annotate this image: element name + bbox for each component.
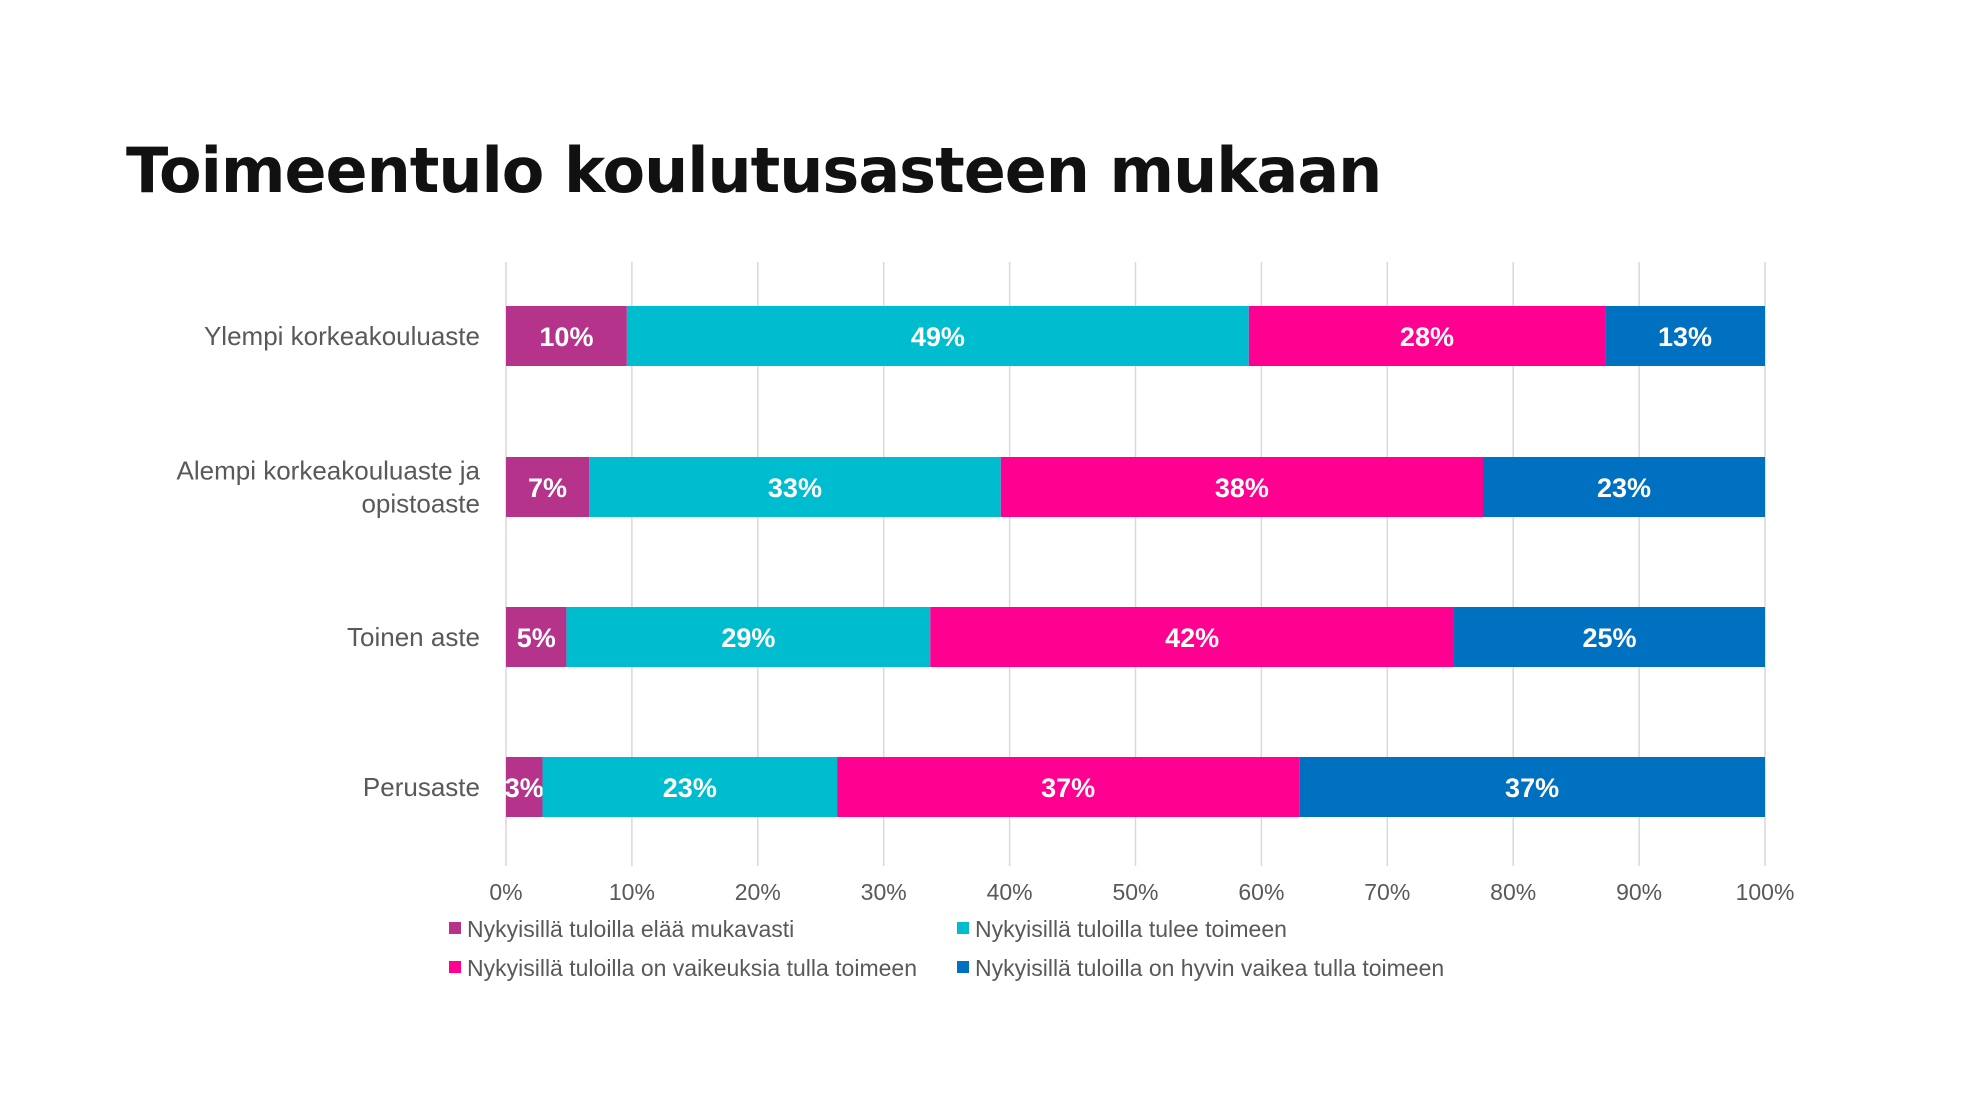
bar-segment <box>589 457 1001 517</box>
data-label: 25% <box>1582 623 1636 653</box>
bar-segment <box>1605 306 1765 366</box>
data-label: 7% <box>528 473 567 503</box>
legend-item: Nykyisillä tuloilla tulee toimeen <box>957 916 1287 942</box>
legend-label: Nykyisillä tuloilla elää mukavasti <box>467 916 794 942</box>
legend-swatch <box>957 961 969 973</box>
bar-segment <box>506 457 590 517</box>
x-tick-label: 40% <box>987 879 1033 905</box>
x-tick-label: 20% <box>735 879 781 905</box>
bar-segment <box>837 757 1300 817</box>
x-tick-label: 80% <box>1490 879 1536 905</box>
bar-segment <box>506 607 567 667</box>
x-tick-label: 10% <box>609 879 655 905</box>
bar-segment <box>1454 607 1765 667</box>
category-label: opistoaste <box>361 489 480 519</box>
bar-segment <box>566 607 931 667</box>
data-label: 5% <box>517 623 556 653</box>
data-label: 37% <box>1041 773 1095 803</box>
bar-segment <box>1000 457 1483 517</box>
legend-item: Nykyisillä tuloilla on vaikeuksia tulla … <box>449 955 917 981</box>
category-label: Alempi korkeakouluaste ja <box>177 456 481 486</box>
bar-segment <box>1299 757 1765 817</box>
legend-item: Nykyisillä tuloilla on hyvin vaikea tull… <box>957 955 1444 981</box>
legend-swatch <box>449 961 461 973</box>
legend-item: Nykyisillä tuloilla elää mukavasti <box>449 916 794 942</box>
data-label: 28% <box>1400 322 1454 352</box>
data-label: 13% <box>1658 322 1712 352</box>
bar-segment <box>626 306 1249 366</box>
legend-label: Nykyisillä tuloilla tulee toimeen <box>975 916 1287 942</box>
bar-segment <box>1482 457 1765 517</box>
data-label: 29% <box>721 623 775 653</box>
data-label: 42% <box>1165 623 1219 653</box>
x-tick-label: 0% <box>489 879 522 905</box>
data-label: 37% <box>1505 773 1559 803</box>
x-axis-ticks: 0% 10% 20% 30% 40% 50% 60% 70% 80% 90% 100% <box>489 879 1794 905</box>
x-tick-label: 90% <box>1616 879 1662 905</box>
data-label: 10% <box>539 322 593 352</box>
bar-segment <box>930 607 1455 667</box>
chart-title: Toimeentulo koulutusasteen mukaan <box>126 134 1381 207</box>
data-label: 38% <box>1215 473 1269 503</box>
bar-segment <box>1248 306 1606 366</box>
category-label: Ylempi korkeakouluaste <box>204 321 480 351</box>
bar-segment <box>506 757 543 817</box>
x-tick-label: 60% <box>1238 879 1284 905</box>
category-label: Perusaste <box>363 772 480 802</box>
x-tick-label: 30% <box>861 879 907 905</box>
data-label: 23% <box>1597 473 1651 503</box>
legend-label: Nykyisillä tuloilla on vaikeuksia tulla … <box>467 955 917 981</box>
legend-label: Nykyisillä tuloilla on hyvin vaikea tull… <box>975 955 1444 981</box>
bars: 10% 49% 28% 13% 7% 33% 38% 23% 5% 29% 42% 25% 3% 23% 3… <box>505 306 1765 817</box>
x-tick-label: 70% <box>1364 879 1410 905</box>
x-tick-label: 100% <box>1736 879 1795 905</box>
legend: Nykyisillä tuloilla elää mukavasti Nykyis… <box>449 916 1444 981</box>
x-tick-label: 50% <box>1112 879 1158 905</box>
data-label: 3% <box>505 773 544 803</box>
data-label: 23% <box>663 773 717 803</box>
data-label: 33% <box>768 473 822 503</box>
category-labels: Ylempi korkeakouluaste Alempi korkeakoulu… <box>177 321 481 802</box>
data-label: 49% <box>911 322 965 352</box>
legend-swatch <box>957 922 969 934</box>
legend-swatch <box>449 922 461 934</box>
bar-segment <box>542 757 838 817</box>
category-label: Toinen aste <box>347 622 480 652</box>
bar-segment <box>506 306 627 366</box>
